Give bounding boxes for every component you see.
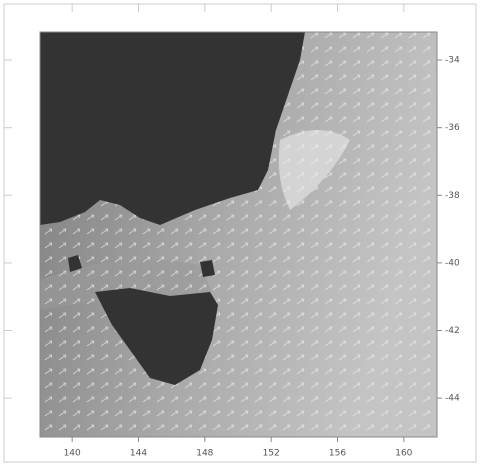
x-tick-label: 160	[395, 449, 412, 459]
y-tick-label: -40	[445, 258, 460, 268]
x-tick-label: 140	[64, 449, 81, 459]
y-tick-label: -38	[445, 191, 460, 201]
plot-area	[40, 32, 437, 437]
y-tick-label: -42	[445, 326, 460, 336]
y-tick-label: -34	[445, 56, 460, 66]
x-tick-label: 144	[130, 449, 147, 459]
x-tick-label: 152	[263, 449, 280, 459]
x-tick-label: 156	[329, 449, 346, 459]
map-figure: 140 144 148 152 156 160 -34 -36 -38 -40 -42 -44	[0, 0, 481, 466]
y-tick-label: -36	[445, 123, 460, 133]
x-tick-label: 148	[196, 449, 213, 459]
y-tick-label: -44	[445, 394, 460, 404]
